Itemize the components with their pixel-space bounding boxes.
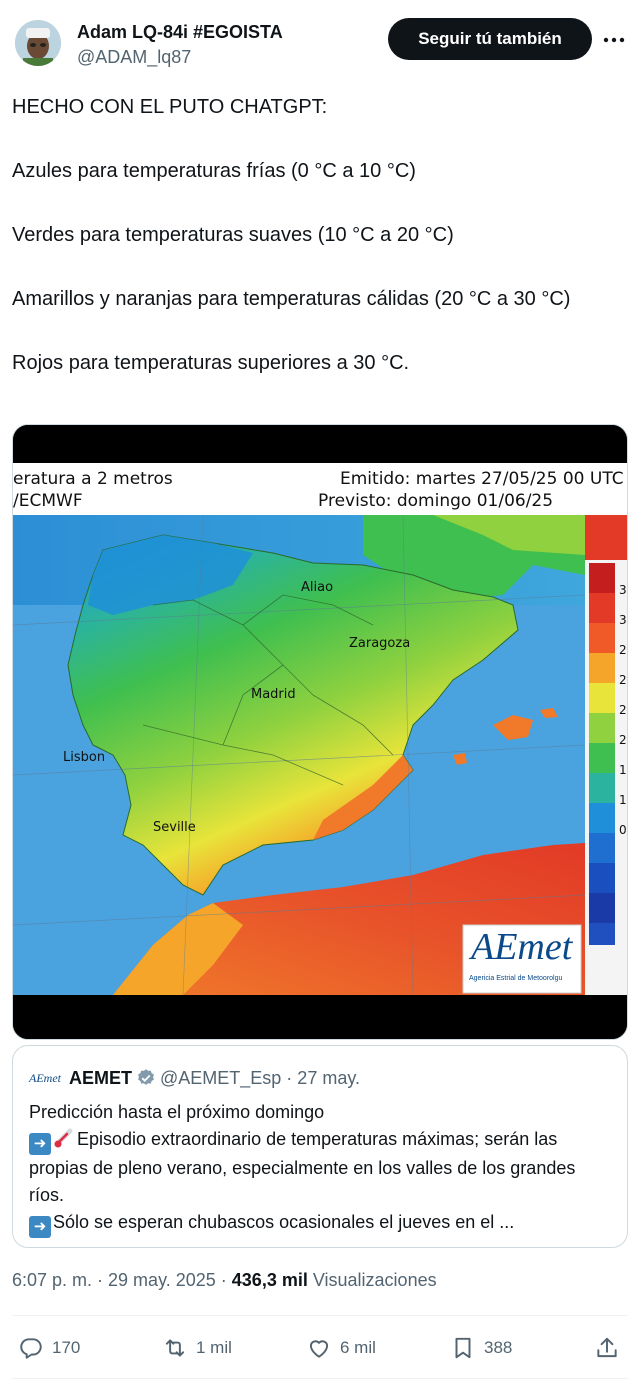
colorbar-label: 1	[619, 763, 627, 777]
author-handle[interactable]: @ADAM_lq87	[77, 47, 192, 67]
tweet-header: Adam LQ-84i #EGOISTA @ADAM_lq87 Seguir t…	[0, 0, 640, 80]
tweet-line: HECHO CON EL PUTO CHATGPT:	[12, 96, 328, 118]
heart-icon	[309, 1340, 329, 1358]
repost-count: 1 mil	[196, 1338, 232, 1357]
colorbar-label: 0	[619, 823, 627, 837]
quoted-tweet-header: AEmet AEMET @AEMET_Esp · 27 may.	[29, 1066, 360, 1090]
tweet-media-image[interactable]: eratura a 2 metros /ECMWF Emitido: marte…	[12, 424, 628, 1040]
like-button[interactable]: 6 mil	[306, 1332, 376, 1364]
avatar[interactable]	[15, 20, 61, 66]
like-count: 6 mil	[340, 1338, 376, 1357]
map-header-left-2: /ECMWF	[13, 491, 83, 511]
share-button[interactable]	[594, 1332, 628, 1364]
quoted-line-text: Episodio extraordinario de temperaturas …	[29, 1129, 576, 1205]
tweet-text: HECHO CON EL PUTO CHATGPT: Azules para t…	[12, 92, 612, 379]
colorbar-label: 3	[619, 583, 627, 597]
quoted-tweet-text: Predicción hasta el próximo domingo ➜ Epi…	[29, 1099, 613, 1238]
tweet-line: Azules para temperaturas frías (0 °C a 1…	[12, 160, 416, 182]
share-icon	[597, 1337, 617, 1358]
quoted-tweet[interactable]: AEmet AEMET @AEMET_Esp · 27 may. Predicc…	[12, 1045, 628, 1248]
quoted-author-handle[interactable]: @AEMET_Esp · 27 may.	[160, 1067, 360, 1088]
quoted-line-text: Sólo se esperan chubascos ocasionales el…	[53, 1212, 515, 1232]
quoted-line-3: ➜ Sólo se esperan chubascos ocasionales e…	[29, 1209, 613, 1238]
map-city-label: Seville	[153, 820, 196, 835]
tweet-timestamp[interactable]: 6:07 p. m. · 29 may. 2025 ·	[12, 1270, 232, 1290]
reply-count: 170	[52, 1338, 81, 1357]
verified-badge-icon	[138, 1069, 154, 1085]
colorbar-labels: 3 3 2 2 2 2 1 1 0	[619, 575, 627, 845]
colorbar-label: 2	[619, 733, 627, 747]
follow-button[interactable]: Seguir tú también	[388, 18, 592, 60]
colorbar-label: 1	[619, 793, 627, 807]
colorbar-label: 2	[619, 673, 627, 687]
colorbar-label: 3	[619, 613, 627, 627]
tweet-line: Amarillos y naranjas para temperaturas c…	[12, 288, 571, 310]
views-label: Visualizaciones	[307, 1270, 437, 1290]
arrow-right-emoji-icon: ➜	[29, 1216, 51, 1238]
reply-button[interactable]: 170	[18, 1332, 80, 1364]
quoted-line-2: ➜ Episodio extraordinario de temperaturas…	[29, 1126, 613, 1209]
colorbar-label: 2	[619, 703, 627, 717]
bookmark-count: 388	[484, 1338, 513, 1357]
map-header-right-2: Previsto: domingo 01/06/25	[318, 491, 554, 511]
thermometer-emoji-icon	[54, 1128, 73, 1148]
map-city-label: Madrid	[251, 687, 296, 702]
aemet-logo-subtitle: Agericia Estrial de Metoorolgu	[469, 975, 563, 982]
quoted-line: Predicción hasta el próximo domingo	[29, 1102, 325, 1122]
tweet-line: Verdes para temperaturas suaves (10 °C a…	[12, 224, 454, 246]
map-city-label: Aliao	[301, 580, 334, 595]
map-city-label: Zaragoza	[349, 636, 411, 651]
repost-icon	[165, 1339, 185, 1357]
map-header-right-1: Emitido: martes 27/05/25 00 UTC	[340, 469, 624, 489]
bookmark-button[interactable]: 388	[450, 1332, 512, 1364]
map-city-label: Lisbon	[63, 750, 106, 765]
more-options-icon[interactable]	[600, 28, 628, 52]
author-display-name[interactable]: Adam LQ-84i #EGOISTA	[77, 22, 283, 42]
map-header-left-1: eratura a 2 metros	[13, 469, 173, 489]
arrow-right-emoji-icon: ➜	[29, 1133, 51, 1155]
divider	[12, 1315, 628, 1316]
aemet-logo: AEmet	[471, 926, 573, 968]
divider	[12, 1378, 628, 1379]
tweet-meta: 6:07 p. m. · 29 may. 2025 · 436,3 mil Vi…	[12, 1270, 437, 1291]
tweet-actions: 170 1 mil 6 mil 388	[0, 1316, 640, 1380]
colorbar-label: 2	[619, 643, 627, 657]
views-count: 436,3 mil	[231, 1270, 308, 1290]
bookmark-icon	[455, 1337, 471, 1359]
reply-icon	[20, 1338, 42, 1359]
tweet-line: Rojos para temperaturas superiores a 30 …	[12, 352, 410, 374]
quoted-avatar-logo[interactable]: AEmet	[29, 1070, 61, 1085]
repost-button[interactable]: 1 mil	[162, 1332, 232, 1364]
quoted-author-name[interactable]: AEMET	[69, 1067, 132, 1088]
